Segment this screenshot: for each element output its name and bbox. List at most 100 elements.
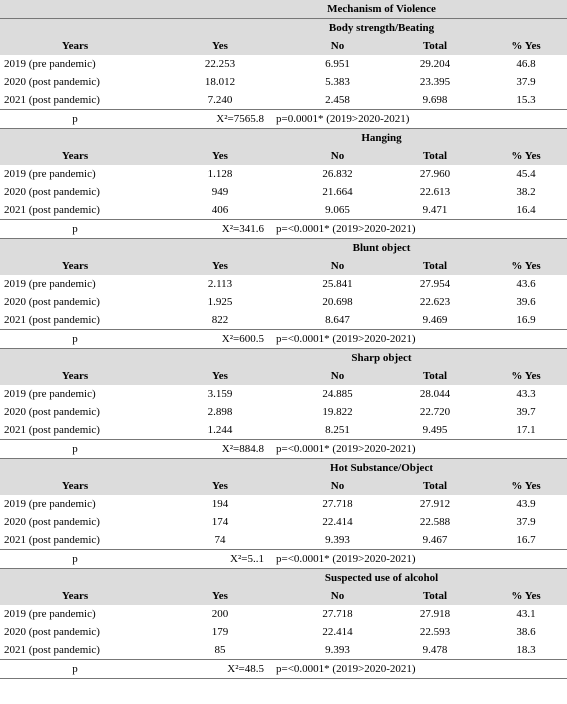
section-title: Hot Substance/Object: [0, 458, 567, 477]
cell: 9.065: [325, 204, 350, 216]
cell: 2.458: [325, 94, 350, 106]
chi-square: X²=48.5: [227, 663, 264, 675]
cell: 9.393: [325, 644, 350, 656]
cell: 2021 (post pandemic): [4, 644, 100, 656]
cell: 2019 (pre pandemic): [4, 498, 96, 510]
data-row: 2019 (pre pandemic) 3.159 24.885 28.044 43.3: [0, 385, 567, 403]
cell: 21.664: [322, 186, 353, 198]
p-row: p X²=341.6 p=<0.0001* (2019>2020-2021): [0, 219, 567, 239]
column-header: Yes: [150, 477, 290, 495]
p-value: p=<0.0001* (2019>2020-2021): [276, 333, 416, 345]
cell: 16.4: [516, 204, 536, 216]
cell: 8.647: [325, 314, 350, 326]
p-row: p X²=7565.8 p=0.0001* (2019>2020-2021): [0, 109, 567, 129]
data-row: 2019 (pre pandemic) 2.113 25.841 27.954 43.6: [0, 275, 567, 293]
cell: 2.898: [207, 406, 233, 418]
data-row: 2019 (pre pandemic) 22.253 6.951 29.204 46.8: [0, 55, 567, 73]
section-title-row: Blunt object: [0, 238, 567, 257]
cell: 46.8: [516, 58, 536, 70]
header-row: Years Yes No Total% Yes: [0, 257, 567, 275]
cell: 37.9: [516, 516, 536, 528]
data-row: 2019 (pre pandemic) 200 27.718 27.918 43.1: [0, 605, 567, 623]
cell: 22.253: [204, 58, 236, 70]
p-stats: X²=600.5 p=<0.0001* (2019>2020-2021): [150, 329, 567, 349]
p-row: p X²=5..1 p=<0.0001* (2019>2020-2021): [0, 549, 567, 569]
cell: 822: [211, 314, 229, 326]
cell: 406: [211, 204, 229, 216]
violence-table: Mechanism of Violence Body strength/Beat…: [0, 0, 567, 679]
cell: 27.718: [322, 608, 353, 620]
cell: 2020 (post pandemic): [4, 296, 100, 308]
p-stats: X²=341.6 p=<0.0001* (2019>2020-2021): [150, 219, 567, 239]
cell: 24.885: [322, 388, 353, 400]
cell: 2021 (post pandemic): [4, 204, 100, 216]
column-header: % Yes: [485, 147, 567, 165]
cell: 27.960: [419, 168, 451, 180]
cell: 74: [214, 534, 226, 546]
data-row: 2020 (post pandemic) 179 22.414 22.593 38.6: [0, 623, 567, 641]
section-title: Suspected use of alcohol: [0, 568, 567, 587]
cell: 6.951: [325, 58, 350, 70]
cell: 200: [211, 608, 229, 620]
cell: 43.6: [516, 278, 536, 290]
section-title: Body strength/Beating: [0, 18, 567, 37]
cell: 2020 (post pandemic): [4, 516, 100, 528]
chi-square: X²=884.8: [221, 443, 264, 455]
p-stats: X²=5..1 p=<0.0001* (2019>2020-2021): [150, 549, 567, 569]
cell: 43.1: [516, 608, 536, 620]
cell: 2020 (post pandemic): [4, 186, 100, 198]
cell: 22.414: [322, 516, 353, 528]
cell: 18.012: [204, 76, 236, 88]
header-row: Years Yes No Total% Yes: [0, 367, 567, 385]
cell: 38.2: [516, 186, 536, 198]
data-row: 2019 (pre pandemic) 1.128 26.832 27.960 45.4: [0, 165, 567, 183]
cell: 45.4: [516, 168, 536, 180]
cell: 27.954: [419, 278, 451, 290]
cell: 22.414: [322, 626, 353, 638]
cell: 25.841: [322, 278, 353, 290]
data-row: 2020 (post pandemic) 174 22.414 22.588 37.9: [0, 513, 567, 531]
data-row: 2020 (post pandemic) 2.898 19.822 22.720 39.…: [0, 403, 567, 421]
column-header: % Yes: [485, 257, 567, 275]
data-row: 2019 (pre pandemic) 194 27.718 27.912 43.9: [0, 495, 567, 513]
cell: 9.393: [325, 534, 350, 546]
cell: 22.593: [419, 626, 451, 638]
cell: 949: [211, 186, 229, 198]
cell: 43.3: [516, 388, 536, 400]
p-label: p: [0, 219, 150, 239]
column-header: % Yes: [485, 37, 567, 55]
cell: 2019 (pre pandemic): [4, 388, 96, 400]
cell: 9.495: [422, 424, 448, 436]
cell: 16.9: [516, 314, 536, 326]
cell: 22.588: [419, 516, 451, 528]
section-title-row: Hanging: [0, 128, 567, 147]
cell: 15.3: [516, 94, 536, 106]
cell: 85: [214, 644, 226, 656]
cell: 22.720: [419, 406, 451, 418]
data-row: 2020 (post pandemic) 949 21.664 22.613 38.2: [0, 183, 567, 201]
column-header: Yes: [150, 37, 290, 55]
table-title: Mechanism of Violence: [0, 0, 567, 19]
section-title-row: Body strength/Beating: [0, 18, 567, 37]
p-label: p: [0, 659, 150, 679]
data-row: 2020 (post pandemic) 1.925 20.698 22.623 39.…: [0, 293, 567, 311]
column-header: Years: [0, 587, 150, 605]
data-row: 2021 (post pandemic) 1.244 8.251 9.495 17.1: [0, 421, 567, 440]
column-header: Total: [385, 477, 485, 495]
cell: 43.9: [516, 498, 536, 510]
p-value: p=0.0001* (2019>2020-2021): [276, 113, 410, 125]
p-label: p: [0, 109, 150, 129]
column-header: Years: [0, 37, 150, 55]
section-title: Sharp object: [0, 348, 567, 367]
p-value: p=<0.0001* (2019>2020-2021): [276, 663, 416, 675]
cell: 27.718: [322, 498, 353, 510]
column-header: Years: [0, 367, 150, 385]
cell: 2021 (post pandemic): [4, 314, 100, 326]
column-header: % Yes: [485, 587, 567, 605]
cell: 2019 (pre pandemic): [4, 278, 96, 290]
cell: 194: [211, 498, 229, 510]
cell: 2019 (pre pandemic): [4, 608, 96, 620]
cell: 2020 (post pandemic): [4, 626, 100, 638]
cell: 28.044: [419, 388, 451, 400]
chi-square: X²=5..1: [230, 553, 264, 565]
